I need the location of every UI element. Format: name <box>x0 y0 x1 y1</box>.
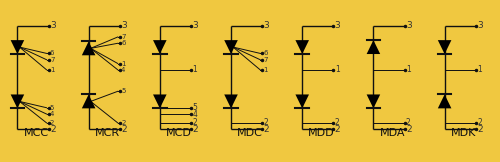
Text: 1: 1 <box>477 65 482 74</box>
Text: 1: 1 <box>264 67 268 73</box>
Text: 2: 2 <box>406 125 411 134</box>
Text: 2: 2 <box>121 120 126 126</box>
Text: 2: 2 <box>264 118 268 127</box>
Text: 3: 3 <box>406 21 411 30</box>
Text: MCD: MCD <box>166 128 192 138</box>
Text: 7: 7 <box>121 34 126 40</box>
Text: 5: 5 <box>192 103 197 112</box>
Text: MCR: MCR <box>95 128 120 138</box>
Polygon shape <box>438 94 452 108</box>
Text: 5: 5 <box>50 105 54 111</box>
Text: 4: 4 <box>192 110 197 119</box>
Text: 2: 2 <box>192 125 198 134</box>
Text: 4: 4 <box>50 111 54 117</box>
Text: 3: 3 <box>264 21 270 30</box>
Text: 5: 5 <box>121 88 126 94</box>
Text: 2: 2 <box>192 118 197 127</box>
Text: 3: 3 <box>50 21 56 30</box>
Text: 7: 7 <box>264 57 268 63</box>
Text: 2: 2 <box>406 118 410 127</box>
Polygon shape <box>366 40 380 54</box>
Polygon shape <box>224 40 238 54</box>
Text: 2: 2 <box>335 125 340 134</box>
Polygon shape <box>10 40 24 54</box>
Text: 1: 1 <box>121 60 126 67</box>
Polygon shape <box>10 94 24 108</box>
Text: 7: 7 <box>50 57 54 63</box>
Text: 6: 6 <box>121 40 126 46</box>
Text: 3: 3 <box>192 21 198 30</box>
Polygon shape <box>82 94 96 108</box>
Polygon shape <box>224 94 238 108</box>
Polygon shape <box>366 94 380 108</box>
Text: 2: 2 <box>264 125 269 134</box>
Text: 3: 3 <box>477 21 483 30</box>
Text: MDA: MDA <box>380 128 405 138</box>
Polygon shape <box>153 40 166 54</box>
Text: 1: 1 <box>192 65 197 74</box>
Polygon shape <box>438 40 452 54</box>
Polygon shape <box>153 94 166 108</box>
Text: 1: 1 <box>406 65 410 74</box>
Text: MDK: MDK <box>451 128 476 138</box>
Polygon shape <box>296 40 309 54</box>
Text: 2: 2 <box>121 125 127 134</box>
Text: 4: 4 <box>121 67 126 73</box>
Polygon shape <box>296 94 309 108</box>
Text: 2: 2 <box>477 118 482 127</box>
Text: 2: 2 <box>50 125 56 134</box>
Text: 6: 6 <box>264 50 268 56</box>
Text: 1: 1 <box>335 65 340 74</box>
Text: 2: 2 <box>335 118 340 127</box>
Text: 1: 1 <box>50 67 54 73</box>
Polygon shape <box>82 41 96 55</box>
Text: 2: 2 <box>50 120 54 126</box>
Text: 6: 6 <box>50 50 54 56</box>
Text: MDC: MDC <box>237 128 263 138</box>
Text: 3: 3 <box>121 21 127 30</box>
Text: 2: 2 <box>477 125 483 134</box>
Text: MDD: MDD <box>308 128 334 138</box>
Text: MCC: MCC <box>24 128 49 138</box>
Text: 3: 3 <box>335 21 340 30</box>
